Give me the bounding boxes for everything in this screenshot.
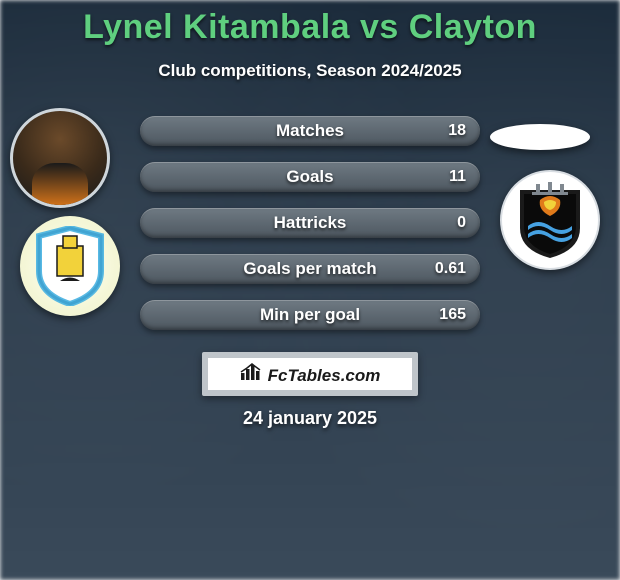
brand-box: FcTables.com: [202, 352, 418, 396]
stat-bar-matches: Matches 18: [140, 116, 480, 146]
brand-logo: FcTables.com: [240, 363, 381, 386]
stat-value-right: 0: [457, 208, 466, 238]
page-title: Lynel Kitambala vs Clayton: [0, 0, 620, 47]
infographic: Lynel Kitambala vs Clayton Club competit…: [0, 0, 620, 580]
bars-icon: [240, 363, 262, 381]
stat-label: Matches: [140, 116, 480, 146]
brand-text: FcTables.com: [268, 366, 381, 386]
stat-label: Goals per match: [140, 254, 480, 284]
stat-value-right: 0.61: [435, 254, 466, 284]
stat-value-right: 165: [439, 300, 466, 330]
stat-bars: Matches 18 Goals 11 Hattricks 0 Goals pe…: [140, 116, 480, 346]
stat-label: Hattricks: [140, 208, 480, 238]
stat-value-right: 18: [448, 116, 466, 146]
stat-label: Goals: [140, 162, 480, 192]
stat-bar-goals: Goals 11: [140, 162, 480, 192]
stats-area: Matches 18 Goals 11 Hattricks 0 Goals pe…: [0, 116, 620, 346]
stat-bar-goals-per-match: Goals per match 0.61: [140, 254, 480, 284]
subtitle: Club competitions, Season 2024/2025: [0, 61, 620, 81]
stat-label: Min per goal: [140, 300, 480, 330]
date-text: 24 january 2025: [0, 408, 620, 429]
stat-bar-min-per-goal: Min per goal 165: [140, 300, 480, 330]
stat-bar-hattricks: Hattricks 0: [140, 208, 480, 238]
stat-value-right: 11: [449, 162, 466, 192]
